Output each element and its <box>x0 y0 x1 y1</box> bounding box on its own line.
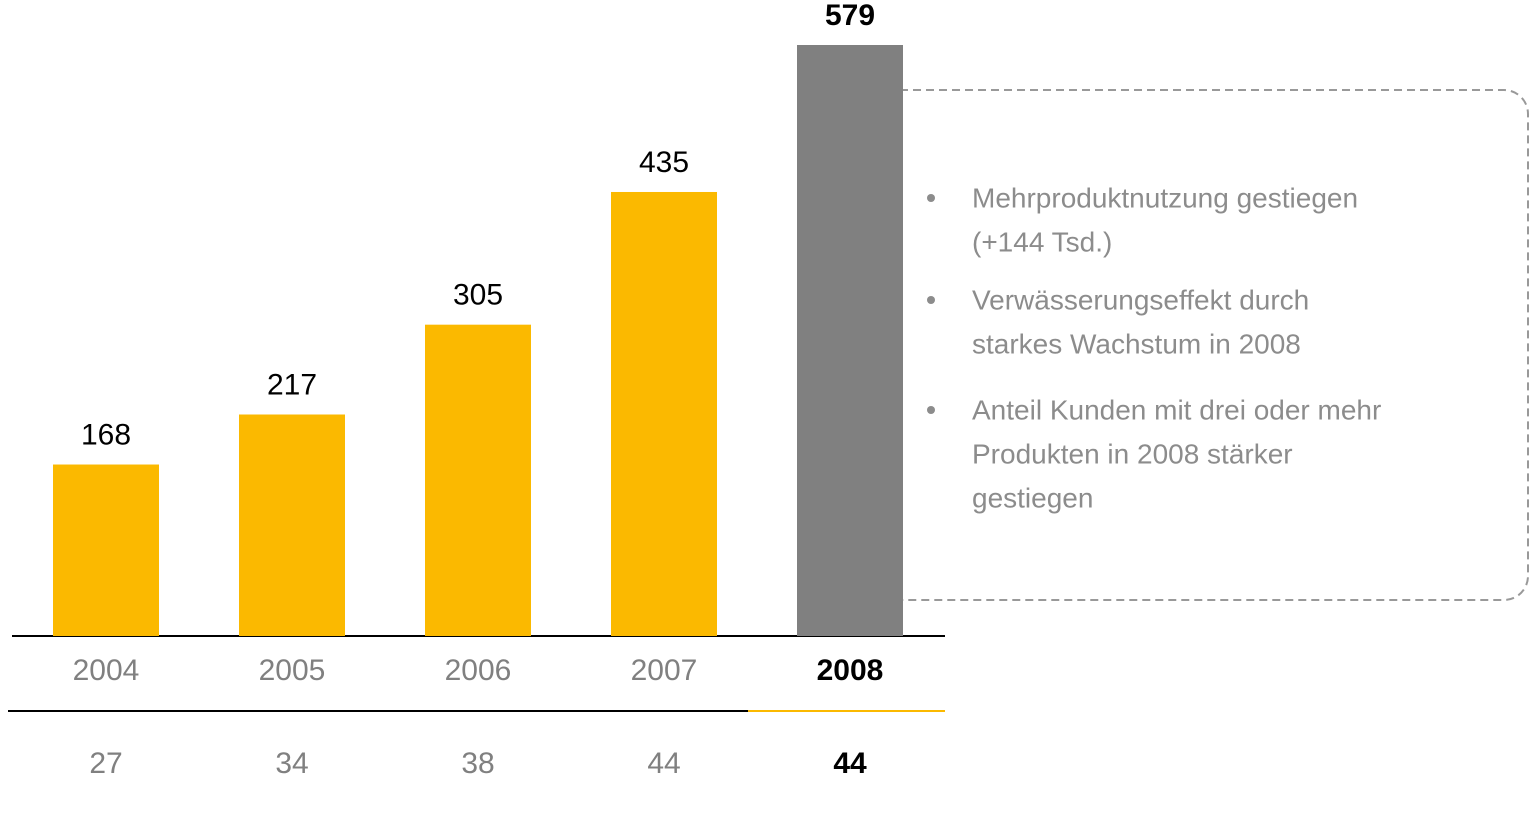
callout-box <box>875 89 1529 601</box>
bullet-text: Anteil Kunden mit drei oder mehr <box>972 394 1381 425</box>
x-tick-label: 2005 <box>259 654 326 687</box>
value-label: 217 <box>267 368 317 401</box>
value-label: 435 <box>639 146 689 179</box>
bullet <box>927 296 935 304</box>
secondary-value: 27 <box>89 747 122 780</box>
value-label: 305 <box>453 279 503 312</box>
x-tick-label: 2008 <box>817 654 884 687</box>
bullet-text: Verwässerungseffekt durch <box>972 284 1309 315</box>
bullet-text: Produkten in 2008 stärker <box>972 438 1293 469</box>
value-label: 168 <box>81 418 131 451</box>
bullet <box>927 194 935 202</box>
secondary-value: 44 <box>833 747 867 780</box>
secondary-value: 44 <box>647 747 680 780</box>
bullet-text: Mehrproduktnutzung gestiegen <box>972 182 1358 213</box>
secondary-value: 34 <box>275 747 308 780</box>
bullet-text: (+144 Tsd.) <box>972 226 1112 257</box>
bar <box>425 324 531 636</box>
secondary-value: 38 <box>461 747 494 780</box>
bullet <box>927 406 935 414</box>
bullet-text: gestiegen <box>972 482 1093 513</box>
x-tick-label: 2007 <box>631 654 698 687</box>
bar <box>53 464 159 636</box>
bar <box>797 45 903 636</box>
x-tick-label: 2004 <box>73 654 140 687</box>
bullet-text: starkes Wachstum in 2008 <box>972 328 1301 359</box>
bar <box>239 414 345 636</box>
bar <box>611 191 717 637</box>
value-label: 579 <box>825 0 875 32</box>
x-tick-label: 2006 <box>445 654 512 687</box>
